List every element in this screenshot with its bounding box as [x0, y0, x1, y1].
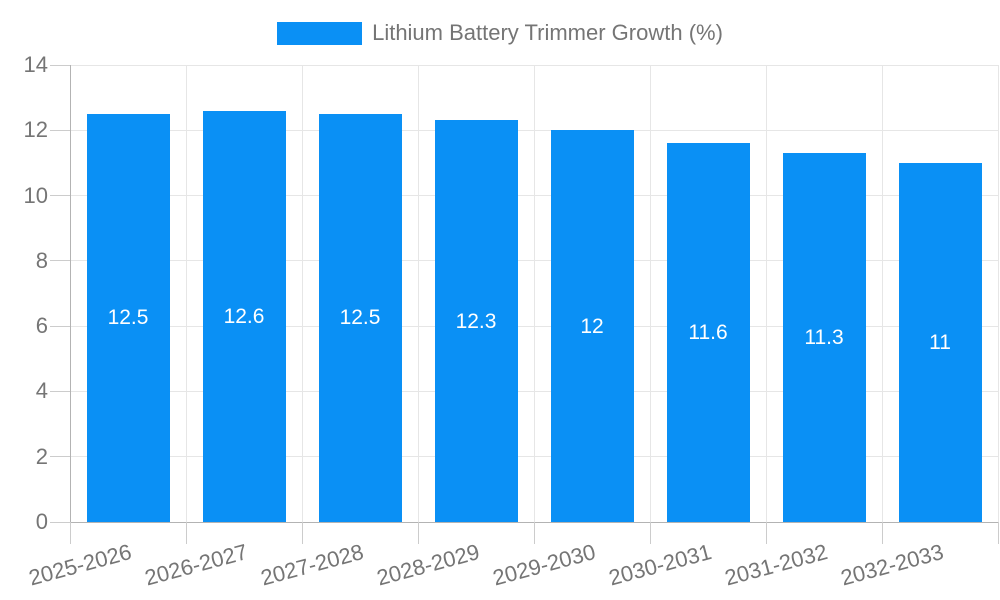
y-axis-tick-label: 6	[35, 313, 48, 339]
bar[interactable]: 11	[898, 162, 982, 522]
y-tick-mark	[50, 129, 70, 131]
bar-value-label: 12.6	[223, 304, 265, 328]
bar-value-label: 12	[580, 314, 604, 338]
x-tick-mark	[533, 522, 535, 544]
bar[interactable]: 12.5	[318, 113, 402, 522]
x-tick-mark	[417, 522, 419, 544]
bar[interactable]: 12	[550, 130, 634, 522]
bar-value-label: 12.5	[107, 306, 149, 330]
bar[interactable]: 11.6	[666, 143, 750, 522]
x-tick-mark	[881, 522, 883, 544]
x-tick-mark	[649, 522, 651, 544]
v-gridline	[417, 65, 419, 522]
x-tick-mark	[997, 522, 999, 544]
x-tick-mark	[765, 522, 767, 544]
y-tick-mark	[50, 325, 70, 327]
bar-value-label: 12.5	[339, 306, 381, 330]
y-tick-mark	[50, 195, 70, 197]
v-gridline	[765, 65, 767, 522]
x-tick-mark	[301, 522, 303, 544]
y-axis-tick-label: 2	[35, 443, 48, 469]
x-axis-category-label: 2026-2027	[141, 539, 250, 591]
x-axis-category-label: 2030-2031	[605, 539, 714, 591]
y-tick-mark	[50, 390, 70, 392]
bar[interactable]: 11.3	[782, 153, 866, 522]
bar-value-label: 11.3	[804, 326, 844, 350]
y-tick-mark	[50, 521, 70, 523]
bar-value-label: 11.6	[688, 321, 728, 345]
x-tick-mark	[69, 522, 71, 544]
x-axis-category-label: 2031-2032	[721, 539, 830, 591]
y-tick-mark	[50, 456, 70, 458]
v-gridline	[185, 65, 187, 522]
bar[interactable]: 12.3	[434, 120, 518, 522]
v-gridline	[533, 65, 535, 522]
bar-value-label: 11	[929, 330, 951, 354]
y-axis-tick-label: 10	[23, 182, 48, 208]
y-axis-tick-label: 12	[23, 117, 48, 143]
bar-value-label: 12.3	[455, 309, 497, 333]
x-axis-category-label: 2028-2029	[373, 539, 482, 591]
y-axis-tick-label: 4	[35, 378, 48, 404]
v-gridline	[997, 65, 999, 522]
y-axis-line	[69, 65, 71, 522]
legend-swatch	[277, 21, 363, 45]
x-tick-mark	[185, 522, 187, 544]
v-gridline	[301, 65, 303, 522]
y-tick-mark	[50, 64, 70, 66]
legend: Lithium Battery Trimmer Growth (%)	[0, 14, 1000, 52]
v-gridline	[881, 65, 883, 522]
y-tick-mark	[50, 260, 70, 262]
y-axis-tick-label: 0	[35, 509, 48, 534]
x-axis-category-label: 2032-2033	[837, 539, 946, 591]
v-gridline	[649, 65, 651, 522]
x-axis-category-label: 2025-2026	[25, 539, 134, 591]
legend-label: Lithium Battery Trimmer Growth (%)	[372, 20, 723, 45]
y-axis-tick-label: 14	[23, 52, 48, 77]
x-axis-category-label: 2027-2028	[257, 539, 366, 591]
y-axis-tick-label: 8	[35, 247, 48, 273]
x-axis-category-label: 2029-2030	[489, 539, 598, 591]
bar[interactable]: 12.5	[86, 113, 170, 522]
bar[interactable]: 12.6	[202, 110, 286, 522]
